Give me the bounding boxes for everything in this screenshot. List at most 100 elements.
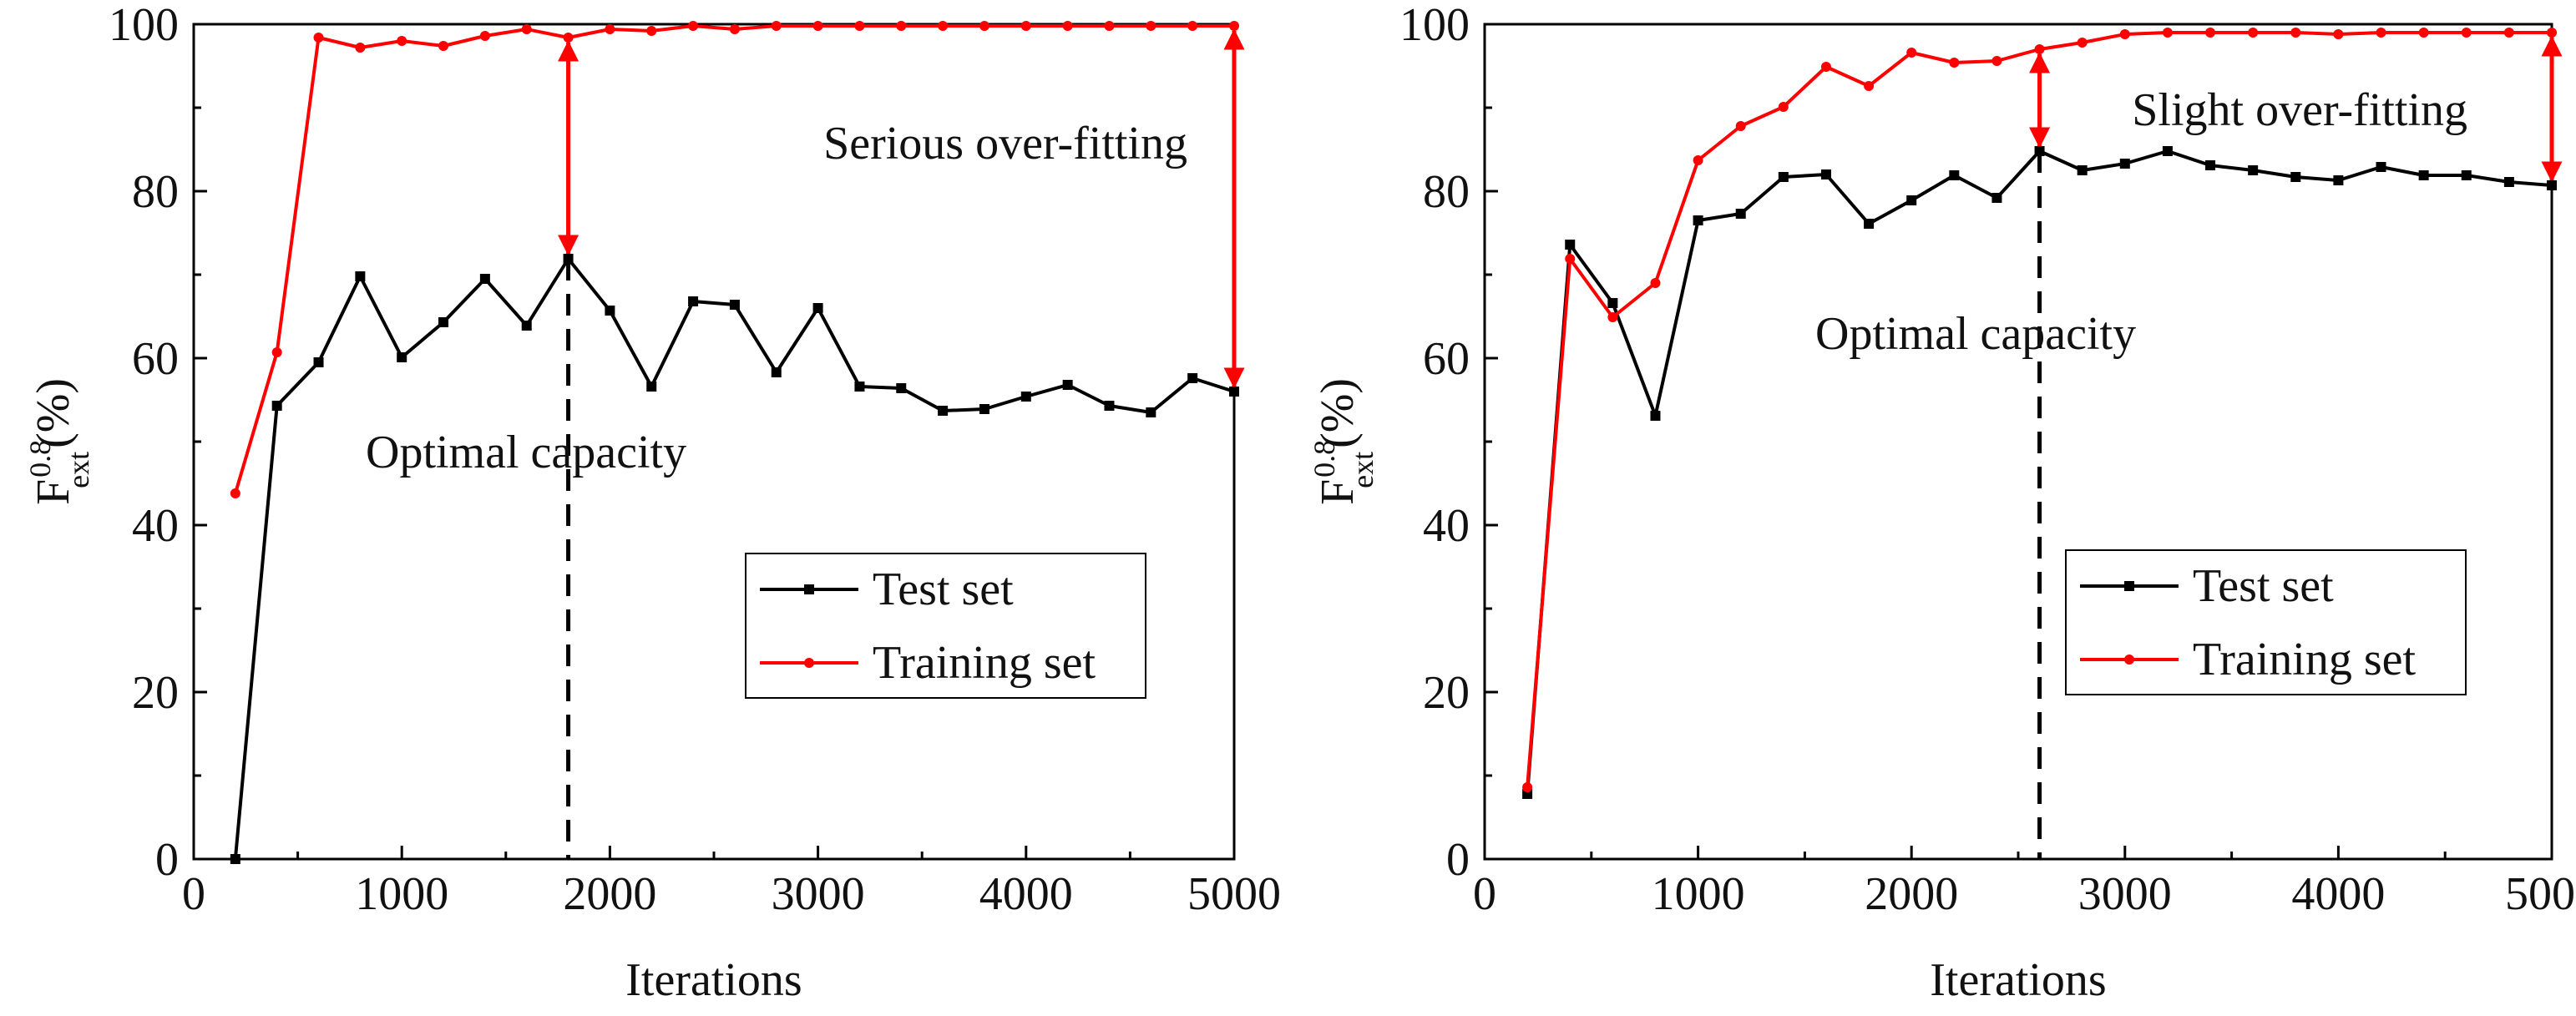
series-line-training-set <box>233 24 1234 494</box>
data-point-training-set <box>230 488 240 498</box>
data-point-training-set <box>979 21 989 31</box>
data-point-test-set <box>646 382 657 392</box>
data-point-test-set <box>1949 170 1960 180</box>
legend-marker-test <box>804 584 814 594</box>
data-point-training-set <box>479 31 490 41</box>
x-axis-label: Iterations <box>625 954 802 1006</box>
data-point-test-set <box>2077 165 2088 175</box>
data-point-test-set <box>1565 240 1576 250</box>
x-tick-label: 4000 <box>979 868 1073 920</box>
y-tick-label: 80 <box>132 166 179 218</box>
data-point-training-set <box>896 21 907 31</box>
x-axis-label: Iterations <box>1930 954 2106 1006</box>
data-point-training-set <box>1949 58 1960 68</box>
data-point-test-set <box>2333 175 2344 185</box>
data-point-training-set <box>1650 278 1661 288</box>
data-point-test-set <box>2547 180 2557 190</box>
data-point-training-set <box>1607 312 1618 322</box>
y-tick-label: 0 <box>1446 834 1470 886</box>
y-axis-label: F0.8 ext (%) <box>1308 378 1379 505</box>
y-label-tail: (%) <box>1312 378 1364 448</box>
data-point-training-set <box>1735 121 1746 131</box>
data-point-test-set <box>563 254 574 264</box>
data-point-training-set <box>2034 44 2045 54</box>
y-axis-label: F0.8 ext (%) <box>23 378 95 505</box>
legend-label-test: Test set <box>2193 560 2334 612</box>
y-tick-label: 40 <box>1423 500 1470 552</box>
data-point-training-set <box>2461 28 2472 38</box>
data-point-training-set <box>1693 155 1703 165</box>
optimal-capacity-annotation: Optimal capacity <box>1815 308 2136 360</box>
data-point-training-set <box>688 21 699 31</box>
data-point-test-set <box>1693 215 1703 225</box>
x-tick-label: 1000 <box>355 868 448 920</box>
data-point-training-set <box>313 33 324 43</box>
y-tick-label: 0 <box>155 834 179 886</box>
y-label-base: F <box>1312 479 1364 505</box>
y-tick-label: 100 <box>109 0 179 51</box>
data-point-training-set <box>812 21 823 31</box>
data-point-training-set <box>2248 28 2259 38</box>
y-tick-label: 20 <box>1423 667 1470 719</box>
data-point-training-set <box>271 347 282 357</box>
data-point-test-set <box>896 383 907 393</box>
data-point-test-set <box>688 296 699 306</box>
data-point-test-set <box>1062 380 1073 390</box>
x-tick-label: 2000 <box>563 868 656 920</box>
data-point-test-set <box>1104 401 1115 411</box>
data-point-training-set <box>521 24 532 34</box>
y-tick-label: 60 <box>1423 333 1470 385</box>
data-point-test-set <box>812 303 823 313</box>
x-tick-label: 5000 <box>1187 868 1281 920</box>
data-point-test-set <box>938 406 949 416</box>
y-tick-labels: 0 20 40 60 80 100 <box>109 0 179 886</box>
data-point-test-set <box>605 306 615 316</box>
data-point-training-set <box>1062 21 1073 31</box>
data-point-training-set <box>1146 21 1156 31</box>
data-point-test-set <box>2461 170 2472 180</box>
y-label-tail: (%) <box>28 378 79 448</box>
x-tick-label: 0 <box>182 868 205 920</box>
data-point-training-set <box>2077 38 2088 48</box>
data-point-training-set <box>1104 21 1115 31</box>
legend-box <box>2065 549 2467 695</box>
y-tick-label: 100 <box>1399 0 1470 51</box>
data-point-training-set <box>646 26 657 36</box>
x-tick-label: 2000 <box>1865 868 1958 920</box>
data-point-training-set <box>2162 28 2173 38</box>
data-point-training-set <box>771 21 782 31</box>
optimal-capacity-annotation: Optimal capacity <box>366 427 686 478</box>
data-point-training-set <box>1820 62 1831 72</box>
data-point-training-set <box>854 21 865 31</box>
data-point-test-set <box>1187 373 1198 383</box>
y-label-subscript: ext <box>62 452 95 488</box>
data-point-test-set <box>1820 169 1831 179</box>
plot-frame <box>1483 23 2553 861</box>
data-point-test-set <box>230 854 240 864</box>
tick-marks <box>192 23 1236 861</box>
data-point-test-set <box>1650 411 1661 421</box>
data-point-test-set <box>1735 209 1746 219</box>
data-point-test-set <box>438 317 449 327</box>
data-point-test-set <box>2205 160 2216 170</box>
data-point-training-set <box>1991 56 2002 66</box>
data-point-test-set <box>1146 407 1156 417</box>
data-point-test-set <box>2248 165 2259 175</box>
x-tick-label: 3000 <box>2078 868 2172 920</box>
y-tick-labels: 0 20 40 60 80 100 <box>1399 0 1470 886</box>
data-point-test-set <box>397 352 407 362</box>
legend-label-train: Training set <box>873 637 1096 689</box>
y-label-superscript: 0.8 <box>23 440 57 478</box>
data-point-training-set <box>1778 102 1789 112</box>
legend: Test set Training set <box>2065 549 2467 695</box>
data-point-test-set <box>2376 162 2386 172</box>
legend-box <box>745 553 1146 699</box>
y-label-subscript: ext <box>1346 452 1379 488</box>
tick-marks <box>1483 23 2553 861</box>
data-point-training-set <box>563 33 574 43</box>
data-point-test-set <box>521 321 532 331</box>
legend: Test set Training set <box>745 553 1146 699</box>
data-point-test-set <box>1906 195 1917 205</box>
